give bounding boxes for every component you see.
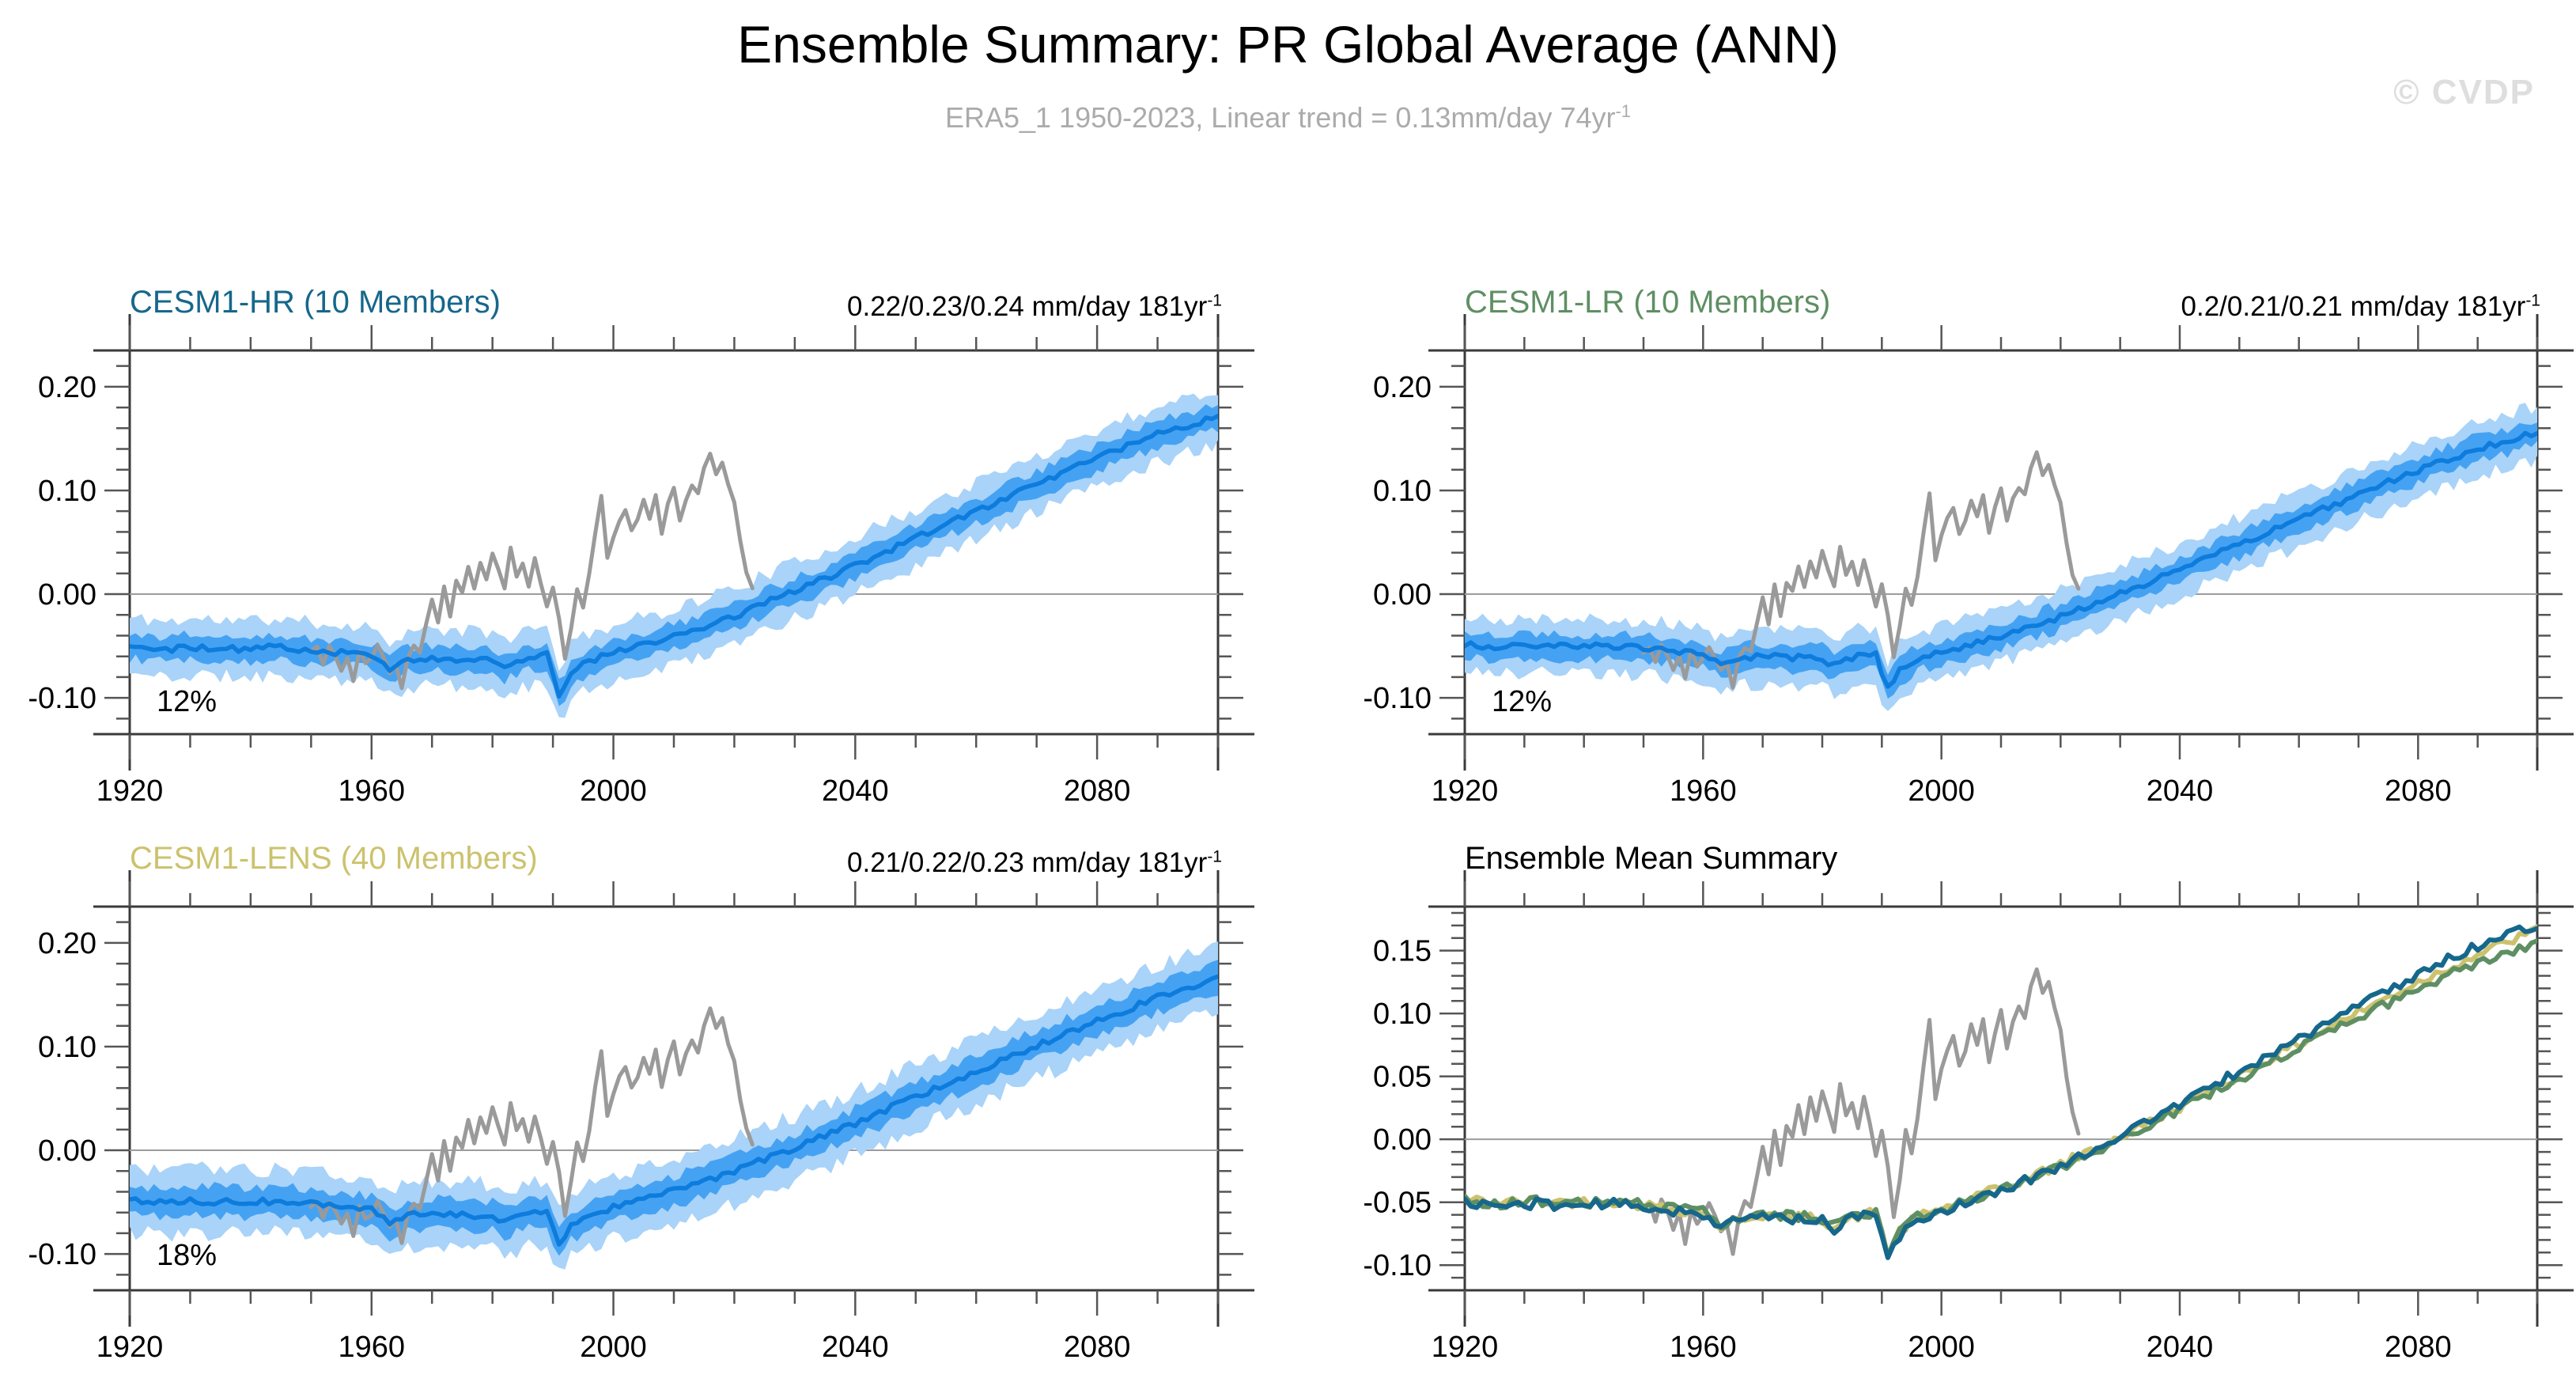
panel-trend-cesm1-lens-superscript: -1 (1207, 847, 1222, 866)
panel-ensemble-mean-summary-x-tick-label: 2000 (1908, 1331, 1975, 1364)
panel-ensemble-mean-summary-y-tick-label: 0.15 (1373, 935, 1432, 968)
panel-ensemble-mean-summary-y-tick-label: -0.05 (1363, 1187, 1432, 1220)
panel-ensemble-mean-summary-tick-labels: 1920 1960 2000 2040 2080 0.15 0.10 0.05 0.00 -0.0… (1363, 935, 2451, 1364)
panel-cesm1-hr-x-tick-label: 1960 (339, 774, 406, 808)
panel-ensemble-mean-summary-cesm1-lr-mean (1465, 938, 2537, 1259)
panel-cesm1-hr-series (130, 393, 1218, 718)
panel-title-cesm1-hr: CESM1-HR (10 Members) (130, 285, 501, 320)
panel-cesm1-hr-observations (308, 452, 755, 691)
panel-trend-cesm1-lr-text: 0.2/0.21/0.21 mm/day 181yr (2181, 291, 2526, 322)
panel-cesm1-lens-y-tick-label: 0.20 (38, 927, 96, 960)
panel-cesm1-lens-axes (93, 870, 1254, 1327)
panel-cesm1-lr-x-tick-label: 1960 (1670, 774, 1737, 808)
panel-cesm1-lens-x-tick-label: 2080 (1064, 1331, 1131, 1364)
panel-ensemble-mean-summary: 1920 1960 2000 2040 2080 0.15 0.10 0.05 0.00 -0.0… (1363, 870, 2574, 1364)
panel-trend-cesm1-lens-text: 0.21/0.22/0.23 mm/day 181yr (847, 847, 1208, 878)
panel-trend-cesm1-hr-superscript: -1 (1207, 291, 1222, 310)
page-subtitle: ERA5_1 1950-2023, Linear trend = 0.13mm/… (0, 101, 2576, 134)
panel-annotation-cesm1-lens: 18% (157, 1239, 218, 1272)
panel-ensemble-mean-summary-x-tick-label: 2080 (2385, 1331, 2452, 1364)
panel-cesm1-lr-axes (1428, 314, 2574, 771)
panel-trend-cesm1-hr: 0.22/0.23/0.24 mm/day 181yr-1 (130, 291, 1222, 323)
panel-ensemble-mean-summary-axes (1428, 870, 2574, 1327)
page-subtitle-superscript: -1 (1615, 101, 1632, 121)
page-title: Ensemble Summary: PR Global Average (ANN… (737, 15, 1839, 74)
panel-cesm1-hr-ensemble-inner-range (130, 404, 1218, 706)
panel-cesm1-lr-x-tick-label: 2000 (1908, 774, 1975, 808)
panel-cesm1-lens-ticks (104, 881, 1243, 1316)
panel-cesm1-hr-tick-labels: 1920 1960 2000 2040 2080 0.20 0.10 0.00 -0.10 (28, 371, 1130, 808)
panel-trend-cesm1-lr-superscript: -1 (2525, 291, 2540, 310)
panel-cesm1-lr-y-tick-label: 0.10 (1373, 475, 1432, 508)
panel-cesm1-hr-ticks (104, 325, 1243, 759)
panel-cesm1-lr-x-tick-label: 2080 (2385, 774, 2452, 808)
panel-ensemble-mean-summary-x-tick-label: 1920 (1432, 1331, 1499, 1364)
panel-ensemble-mean-summary-y-tick-label: -0.10 (1363, 1249, 1432, 1282)
panel-cesm1-lens-y-tick-label: 0.00 (38, 1134, 96, 1168)
panel-cesm1-hr-x-tick-label: 1920 (96, 774, 164, 808)
panel-cesm1-lr-x-tick-label: 2040 (2147, 774, 2214, 808)
panel-ensemble-mean-summary-series (1465, 924, 2537, 1260)
panel-cesm1-hr-x-tick-label: 2080 (1064, 774, 1131, 808)
panel-cesm1-lens-tick-labels: 1920 1960 2000 2040 2080 0.20 0.10 0.00 -0.10 (28, 927, 1130, 1364)
panel-cesm1-lr-ensemble-outer-range (1465, 403, 2537, 711)
panel-title-cesm1-lens: CESM1-LENS (40 Members) (130, 841, 538, 876)
panel-ensemble-mean-summary-y-tick-label: 0.00 (1373, 1123, 1432, 1157)
panel-ensemble-mean-summary-x-tick-label: 2040 (2147, 1331, 2214, 1364)
panel-cesm1-hr-ensemble-outer-range (130, 393, 1218, 718)
cvdp-watermark: © CVDP (2393, 73, 2535, 112)
panel-cesm1-lens-ensemble-inner-range (130, 960, 1218, 1256)
page-subtitle-text: ERA5_1 1950-2023, Linear trend = 0.13mm/… (944, 101, 1616, 134)
panel-ensemble-mean-summary-y-tick-label: 0.05 (1373, 1061, 1432, 1094)
panel-cesm1-lens: 1920 1960 2000 2040 2080 0.20 0.10 0.00 -0.10 (28, 870, 1254, 1364)
panel-cesm1-hr: 1920 1960 2000 2040 2080 0.20 0.10 0.00 -0.10 (28, 314, 1254, 808)
panel-trend-cesm1-lr: 0.2/0.21/0.21 mm/day 181yr-1 (1465, 291, 2541, 323)
panel-cesm1-lens-series (130, 941, 1218, 1270)
panel-cesm1-hr-y-tick-label: -0.10 (28, 682, 96, 715)
panel-cesm1-lens-y-tick-label: 0.10 (38, 1031, 96, 1064)
panel-cesm1-lr-x-tick-label: 1920 (1432, 774, 1499, 808)
panel-annotation-cesm1-lr: 12% (1492, 685, 1553, 718)
panel-cesm1-lens-y-tick-label: -0.10 (28, 1238, 96, 1271)
panel-ensemble-mean-summary-ticks (1439, 881, 2563, 1316)
panel-cesm1-lens-x-tick-label: 2040 (822, 1331, 889, 1364)
panel-cesm1-hr-axes (93, 314, 1254, 771)
panel-cesm1-lr-ensemble-mean (1465, 430, 2537, 689)
panel-cesm1-lr-y-tick-label: 0.00 (1373, 578, 1432, 612)
panel-cesm1-hr-x-tick-label: 2000 (580, 774, 647, 808)
panel-cesm1-lens-ensemble-mean (130, 974, 1218, 1247)
panel-ensemble-mean-summary-x-tick-label: 1960 (1670, 1331, 1737, 1364)
panel-cesm1-lens-x-tick-label: 1960 (339, 1331, 406, 1364)
panel-cesm1-hr-ensemble-mean (130, 414, 1218, 699)
panel-cesm1-lens-x-tick-label: 1920 (96, 1331, 164, 1364)
panel-cesm1-lr-tick-labels: 1920 1960 2000 2040 2080 0.20 0.10 0.00 -0.10 (1363, 371, 2451, 808)
panel-ensemble-mean-summary-cesm1-lens-mean (1465, 924, 2537, 1259)
panel-cesm1-hr-y-tick-label: 0.20 (38, 371, 96, 404)
panel-title-cesm1-lr: CESM1-LR (10 Members) (1465, 285, 1831, 320)
panel-ensemble-mean-summary-y-tick-label: 0.10 (1373, 998, 1432, 1031)
panel-cesm1-hr-y-tick-label: 0.10 (38, 475, 96, 508)
panel-trend-cesm1-hr-text: 0.22/0.23/0.24 mm/day 181yr (847, 291, 1208, 322)
panel-title-ensemble-mean-summary: Ensemble Mean Summary (1465, 841, 1838, 876)
panel-cesm1-lens-x-tick-label: 2000 (580, 1331, 647, 1364)
panel-cesm1-hr-y-tick-label: 0.00 (38, 578, 96, 612)
panel-trend-cesm1-lens: 0.21/0.22/0.23 mm/day 181yr-1 (130, 847, 1222, 879)
panel-cesm1-lr-series (1465, 403, 2537, 711)
panel-cesm1-lr-y-tick-label: -0.10 (1363, 682, 1432, 715)
panel-cesm1-lr-ensemble-inner-range (1465, 422, 2537, 699)
panel-cesm1-lr: 1920 1960 2000 2040 2080 0.20 0.10 0.00 -0.10 (1363, 314, 2574, 808)
panel-cesm1-lr-ticks (1439, 325, 2563, 759)
panel-ensemble-mean-summary-cesm1-hr-mean (1465, 924, 2537, 1260)
panel-annotation-cesm1-hr: 12% (157, 685, 218, 718)
panel-ensemble-mean-summary-observations (1641, 967, 2081, 1256)
panel-cesm1-lens-ensemble-outer-range (130, 941, 1218, 1270)
panel-cesm1-hr-x-tick-label: 2040 (822, 774, 889, 808)
panel-cesm1-lr-y-tick-label: 0.20 (1373, 371, 1432, 404)
